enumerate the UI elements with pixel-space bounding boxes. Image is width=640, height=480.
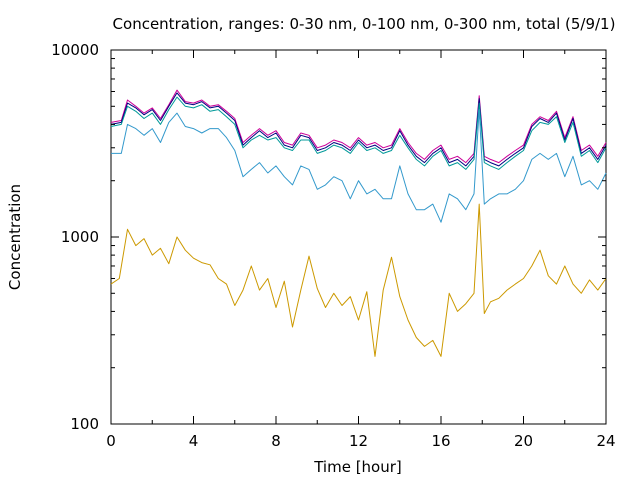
x-tick-label: 8 [271,432,281,450]
series-line-3 [111,109,607,223]
series-line-4 [110,203,607,357]
x-tick-label: 0 [106,432,116,450]
series-layer [110,89,607,357]
series-line-1 [110,92,607,167]
series-line-2 [110,96,607,170]
chart-title: Concentration, ranges: 0-30 nm, 0-100 nm… [113,15,616,33]
series-line-0 [110,89,607,164]
y-tick-label: 100 [70,415,99,433]
x-tick-label: 24 [596,432,615,450]
x-tick-label: 4 [189,432,199,450]
x-axis-label: Time [hour] [313,458,402,476]
y-axis-label: Concentration [6,184,24,290]
y-tick-label: 1000 [61,228,99,246]
y-tick-label: 10000 [51,41,99,59]
x-tick-label: 20 [514,432,533,450]
x-tick-label: 16 [431,432,450,450]
x-tick-label: 12 [349,432,368,450]
tick-layer: 0 4 8 12 16 20 24 100 1000 10000 [51,41,615,450]
